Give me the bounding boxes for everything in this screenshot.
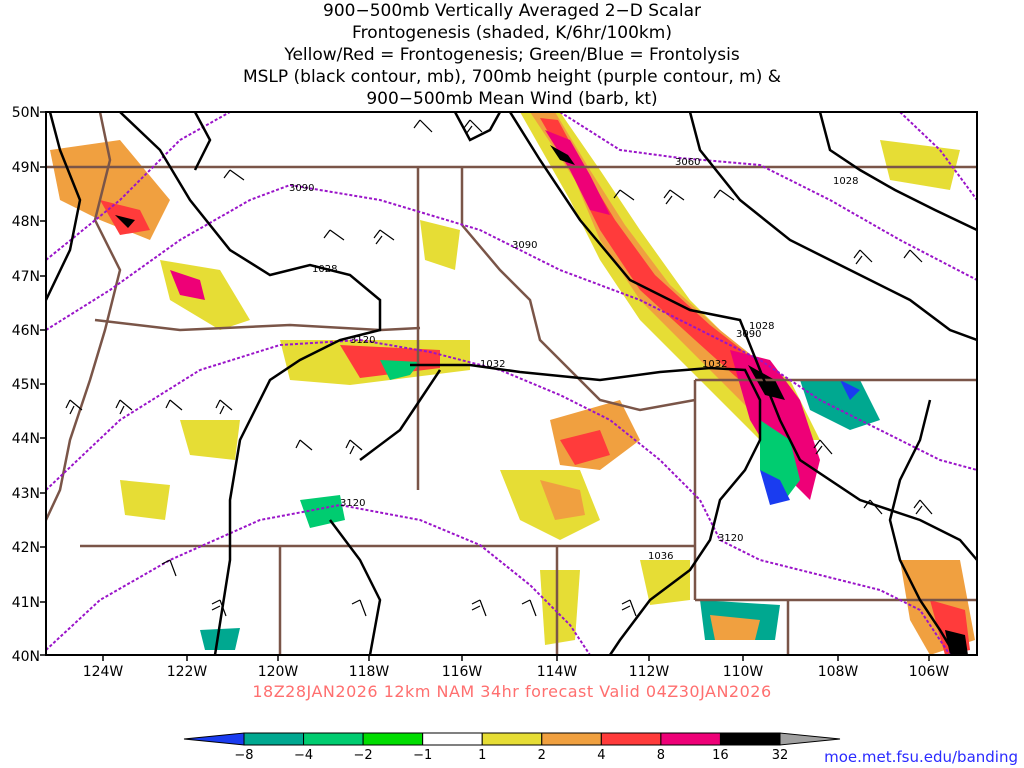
- height-label: 3090: [736, 329, 761, 340]
- height-label: 3120: [718, 533, 743, 544]
- height-label: 3090: [512, 240, 537, 251]
- colorbar-tick-label: 32: [772, 748, 789, 763]
- colorbar-swatch: [362, 732, 424, 746]
- title-line-4: MSLP (black contour, mb), 700mb height (…: [242, 67, 782, 87]
- title-line-5: 900−500mb Mean Wind (barb, kt): [366, 89, 658, 109]
- mslp-label: 1028: [749, 321, 774, 332]
- colorbar-tick-label: 2: [538, 748, 546, 763]
- map-title: 900−500mb Vertically Averaged 2−D Scalar…: [0, 0, 1024, 110]
- title-line-2: Frontogenesis (shaded, K/6hr/100km): [352, 23, 672, 43]
- state-borders: [46, 112, 977, 655]
- colorbar-low-arrow: [183, 732, 245, 746]
- lat-label: 42N: [12, 540, 40, 556]
- mslp-label: 1028: [833, 176, 858, 187]
- colorbar-high-arrow: [779, 732, 841, 746]
- colorbar: −8 −4 −2 −1 1 2 4 8 16 32: [183, 732, 841, 763]
- lat-ticks: [40, 111, 46, 656]
- wind-barbs: [65, 119, 933, 617]
- colorbar-tick-label: 8: [657, 748, 665, 763]
- lat-label: 43N: [12, 486, 40, 502]
- colorbar-swatch: [600, 732, 662, 746]
- lon-ticks: [102, 655, 930, 661]
- colorbar-swatch: [481, 732, 543, 746]
- height-label: 3120: [350, 335, 375, 346]
- map-plot-area: 1028 1028 1028 1032 1032 1036 3060 3090 …: [46, 112, 977, 655]
- colorbar-swatch: [243, 732, 305, 746]
- colorbar-swatch: [719, 732, 781, 746]
- colorbar-tick-label: −2: [354, 748, 373, 763]
- lon-label: 116W: [442, 664, 483, 680]
- lon-label: 114W: [537, 664, 578, 680]
- valid-time-line: 18Z28JAN2026 12km NAM 34hr forecast Vali…: [252, 682, 772, 701]
- lon-label: 106W: [909, 664, 950, 680]
- mslp-label: 1032: [480, 359, 505, 370]
- lat-label: 44N: [12, 431, 40, 447]
- title-line-1: 900−500mb Vertically Averaged 2−D Scalar: [323, 1, 701, 21]
- height-label: 3120: [340, 498, 365, 509]
- lat-label: 46N: [12, 323, 40, 339]
- mslp-contours: [46, 112, 977, 655]
- height-contours: [46, 112, 977, 655]
- lon-label: 122W: [167, 664, 208, 680]
- lon-label: 118W: [349, 664, 390, 680]
- colorbar-swatch: [660, 732, 721, 746]
- colorbar-tick-label: −4: [294, 748, 313, 763]
- lon-label: 110W: [723, 664, 764, 680]
- colorbar-swatch: [541, 732, 602, 746]
- colorbar-swatch: [303, 732, 364, 746]
- title-line-3: Yellow/Red = Frontogenesis; Green/Blue =…: [284, 45, 740, 65]
- colorbar-swatch: [422, 732, 483, 746]
- lon-label: 124W: [83, 664, 124, 680]
- lon-label: 112W: [629, 664, 670, 680]
- colorbar-tick-label: 1: [478, 748, 486, 763]
- lat-label: 48N: [12, 214, 40, 230]
- lat-label: 50N: [12, 105, 40, 121]
- lon-label: 108W: [818, 664, 859, 680]
- lat-label: 49N: [12, 160, 40, 176]
- lat-label: 41N: [12, 595, 40, 611]
- lon-label: 120W: [258, 664, 299, 680]
- colorbar-tick-label: −8: [234, 748, 253, 763]
- colorbar-tick-label: −1: [413, 748, 432, 763]
- mslp-label: 1028: [312, 264, 337, 275]
- mslp-label: 1036: [648, 551, 673, 562]
- colorbar-tick-label: 4: [597, 748, 605, 763]
- height-label: 3060: [675, 157, 700, 168]
- lat-label: 40N: [12, 649, 40, 665]
- colorbar-tick-label: 16: [712, 748, 729, 763]
- lat-label: 45N: [12, 377, 40, 393]
- lat-label: 47N: [12, 269, 40, 285]
- height-label: 3090: [289, 183, 314, 194]
- mslp-label: 1032: [702, 359, 727, 370]
- credit-link[interactable]: moe.met.fsu.edu/banding: [824, 748, 1018, 766]
